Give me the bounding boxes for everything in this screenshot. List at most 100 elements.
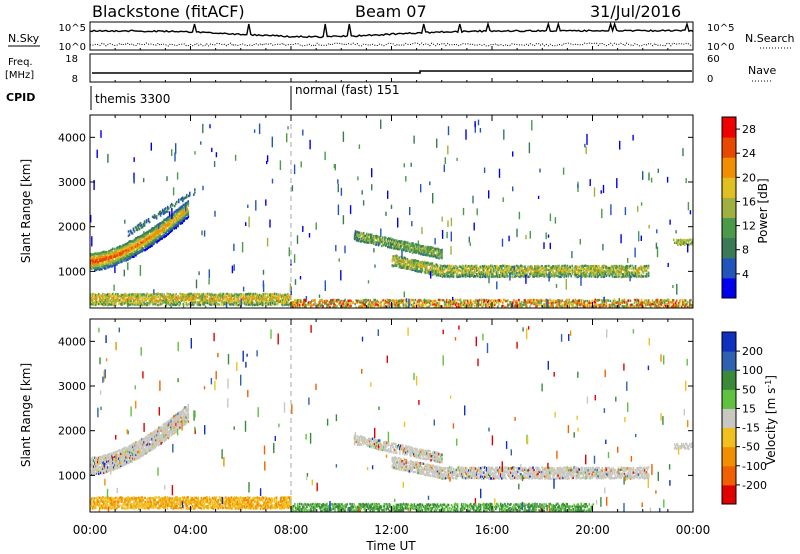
velocity-cell [118, 459, 120, 462]
power-cell [162, 297, 164, 300]
power-cell [103, 301, 105, 304]
power-cell [433, 299, 436, 303]
power-cell [594, 305, 597, 308]
power-cell [397, 262, 400, 265]
velocity-cell [114, 467, 116, 471]
power-cell [181, 210, 184, 213]
power-cell [515, 274, 517, 278]
power-cell [527, 267, 529, 270]
velocity-cell [96, 466, 98, 470]
power-cell [416, 249, 418, 252]
power-cell [656, 305, 659, 308]
power-cell [419, 264, 422, 267]
power-cell [563, 270, 565, 274]
power-cell [629, 299, 632, 302]
power-cell [453, 266, 456, 270]
power-cell [459, 265, 462, 269]
power-cell [176, 213, 178, 216]
power-cell [434, 263, 437, 266]
power-cell [568, 305, 570, 308]
velocity-cell [117, 466, 119, 469]
power-cell [414, 264, 417, 268]
velocity-cell [91, 469, 93, 473]
power-cell [561, 269, 563, 273]
power-cell [511, 271, 513, 275]
power-cell [570, 300, 572, 304]
colorbar-swatch [722, 117, 736, 138]
power-cell [159, 214, 162, 217]
power-cell [577, 271, 579, 274]
power-cell [489, 265, 491, 269]
power-cell [631, 271, 634, 274]
power-cell [138, 240, 140, 243]
power-cell [468, 303, 471, 307]
colorbar-frame [721, 116, 737, 299]
power-cell [219, 299, 222, 302]
power-cell [105, 293, 107, 297]
power-cell [388, 301, 391, 304]
power-cell [669, 300, 672, 304]
power-cell [462, 267, 465, 270]
velocity-cell [113, 458, 115, 461]
power-cell [473, 265, 476, 268]
power-cell [619, 272, 622, 275]
power-cell [189, 294, 192, 297]
power-cell [584, 264, 587, 267]
power-cell [399, 262, 402, 266]
power-cell [545, 298, 547, 301]
power-cell [364, 240, 367, 243]
power-cell [593, 274, 596, 278]
power-cell [504, 299, 506, 302]
power-cell [630, 267, 633, 270]
power-cell [182, 203, 185, 207]
velocity-cell [92, 472, 94, 475]
power-cell [579, 270, 581, 274]
power-cell [465, 129, 467, 140]
power-cell [247, 292, 250, 295]
power-cell [373, 298, 375, 302]
power-cell [143, 239, 145, 242]
power-cell [638, 303, 641, 307]
velocity-cell [105, 454, 107, 457]
power-cell [227, 292, 230, 296]
power-cell [391, 238, 393, 242]
power-cell [255, 299, 258, 303]
colorbar-swatch [722, 177, 736, 198]
power-cell [190, 292, 193, 295]
power-cell [208, 292, 211, 295]
power-cell [601, 301, 604, 304]
power-cell [344, 305, 346, 308]
power-cell [258, 297, 261, 301]
power-cell [357, 234, 360, 238]
power-cell [225, 295, 228, 299]
power-cell [295, 299, 297, 302]
power-cell [411, 244, 413, 247]
power-cell [549, 213, 552, 222]
power-cell [646, 267, 649, 270]
power-cell [156, 235, 158, 239]
power-cell [139, 299, 141, 303]
power-cell [486, 274, 488, 278]
power-cell [377, 241, 380, 245]
power-cell [470, 267, 473, 270]
power-cell [589, 301, 592, 305]
power-cell [137, 226, 140, 229]
power-cell [387, 245, 389, 249]
power-cell [602, 273, 605, 276]
power-cell [613, 264, 616, 268]
power-cell [137, 236, 139, 239]
power-cell [583, 303, 586, 306]
power-cell [547, 268, 549, 272]
power-cell [637, 269, 640, 272]
power-cell [174, 202, 177, 205]
power-cell [361, 303, 363, 307]
power-cell [540, 269, 542, 272]
power-cell [447, 220, 449, 228]
power-cell [585, 275, 588, 278]
noise-tick-left-bottom: 10^0 [59, 42, 86, 53]
power-cell [148, 303, 150, 306]
power-cell [123, 301, 125, 304]
power-cell [687, 202, 690, 211]
power-cell [392, 300, 395, 304]
power-cell [359, 234, 362, 237]
